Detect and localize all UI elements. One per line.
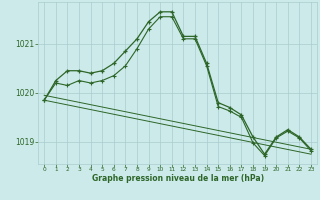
X-axis label: Graphe pression niveau de la mer (hPa): Graphe pression niveau de la mer (hPa) <box>92 174 264 183</box>
